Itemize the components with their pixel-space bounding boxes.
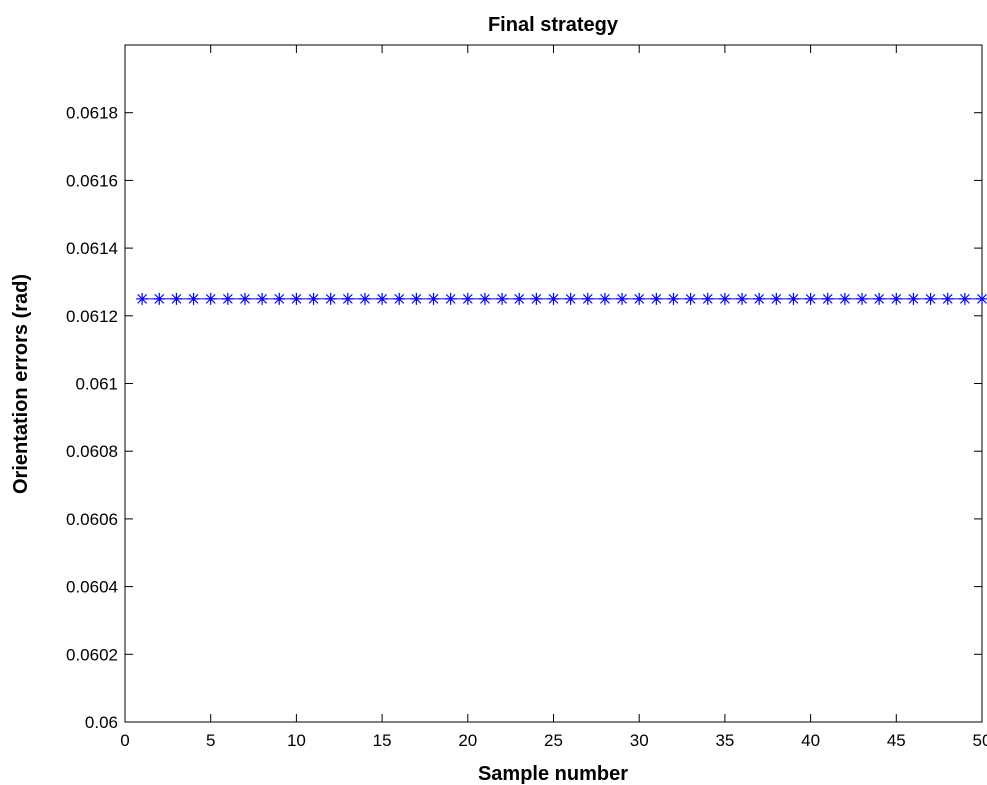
- data-point: [821, 292, 834, 305]
- data-point: [838, 292, 851, 305]
- x-tick-label: 45: [887, 731, 906, 750]
- x-tick-label: 35: [715, 731, 734, 750]
- data-point: [650, 292, 663, 305]
- data-point: [273, 292, 286, 305]
- y-tick-label: 0.0614: [66, 239, 118, 258]
- x-tick-label: 15: [373, 731, 392, 750]
- data-point: [907, 292, 920, 305]
- data-point: [753, 292, 766, 305]
- x-tick-label: 20: [458, 731, 477, 750]
- data-point: [736, 292, 749, 305]
- chart-title: Final strategy: [488, 14, 619, 36]
- data-point: [616, 292, 629, 305]
- data-point: [358, 292, 371, 305]
- data-point: [393, 292, 406, 305]
- x-tick-label: 0: [120, 731, 129, 750]
- data-point: [187, 292, 200, 305]
- data-point: [804, 292, 817, 305]
- data-point: [530, 292, 543, 305]
- data-point: [153, 292, 166, 305]
- x-tick-label: 25: [544, 731, 563, 750]
- series-layer: [136, 292, 987, 305]
- y-tick-label: 0.061: [75, 375, 118, 394]
- axes-box: [124, 44, 983, 723]
- data-point: [564, 292, 577, 305]
- data-point: [427, 292, 440, 305]
- data-point: [221, 292, 234, 305]
- x-tick-label: 40: [801, 731, 820, 750]
- data-point: [958, 292, 971, 305]
- data-point: [701, 292, 714, 305]
- data-point: [890, 292, 903, 305]
- data-point: [667, 292, 680, 305]
- data-point: [684, 292, 697, 305]
- x-tick-label: 5: [206, 731, 215, 750]
- x-axis-ticks: 0 5 10 15 20 25 30 35 40 45 50: [120, 45, 987, 750]
- y-tick-label: 0.0608: [66, 442, 118, 461]
- y-tick-label: 0.06: [85, 713, 118, 732]
- data-point: [324, 292, 337, 305]
- data-point: [341, 292, 354, 305]
- data-point: [290, 292, 303, 305]
- y-tick-label: 0.0612: [66, 307, 118, 326]
- y-axis-label: Orientation errors (rad): [10, 274, 32, 494]
- data-point: [581, 292, 594, 305]
- y-tick-label: 0.0604: [66, 578, 118, 597]
- y-tick-label: 0.0606: [66, 510, 118, 529]
- data-point: [238, 292, 251, 305]
- x-tick-label: 30: [630, 731, 649, 750]
- data-point: [718, 292, 731, 305]
- data-point: [256, 292, 269, 305]
- data-point: [461, 292, 474, 305]
- data-point: [633, 292, 646, 305]
- y-tick-label: 0.0618: [66, 104, 118, 123]
- x-tick-label: 50: [973, 731, 987, 750]
- y-axis-ticks: 0.06 0.0602 0.0604 0.0606 0.0608 0.061 0.0612 0…: [66, 104, 982, 732]
- data-point: [787, 292, 800, 305]
- data-point: [478, 292, 491, 305]
- data-point: [770, 292, 783, 305]
- data-point: [444, 292, 457, 305]
- data-point: [307, 292, 320, 305]
- data-point: [496, 292, 509, 305]
- data-point: [856, 292, 869, 305]
- data-point: [873, 292, 886, 305]
- data-point: [924, 292, 937, 305]
- data-point: [598, 292, 611, 305]
- x-tick-label: 10: [287, 731, 306, 750]
- data-point: [941, 292, 954, 305]
- data-point: [976, 292, 987, 305]
- y-tick-label: 0.0602: [66, 645, 118, 664]
- data-point: [170, 292, 183, 305]
- axes-frame: [124, 44, 983, 723]
- data-point: [513, 292, 526, 305]
- x-axis-label: Sample number: [478, 763, 628, 785]
- data-point: [547, 292, 560, 305]
- y-tick-label: 0.0616: [66, 171, 118, 190]
- data-point: [376, 292, 389, 305]
- data-point: [136, 292, 149, 305]
- data-point: [204, 292, 217, 305]
- data-point: [410, 292, 423, 305]
